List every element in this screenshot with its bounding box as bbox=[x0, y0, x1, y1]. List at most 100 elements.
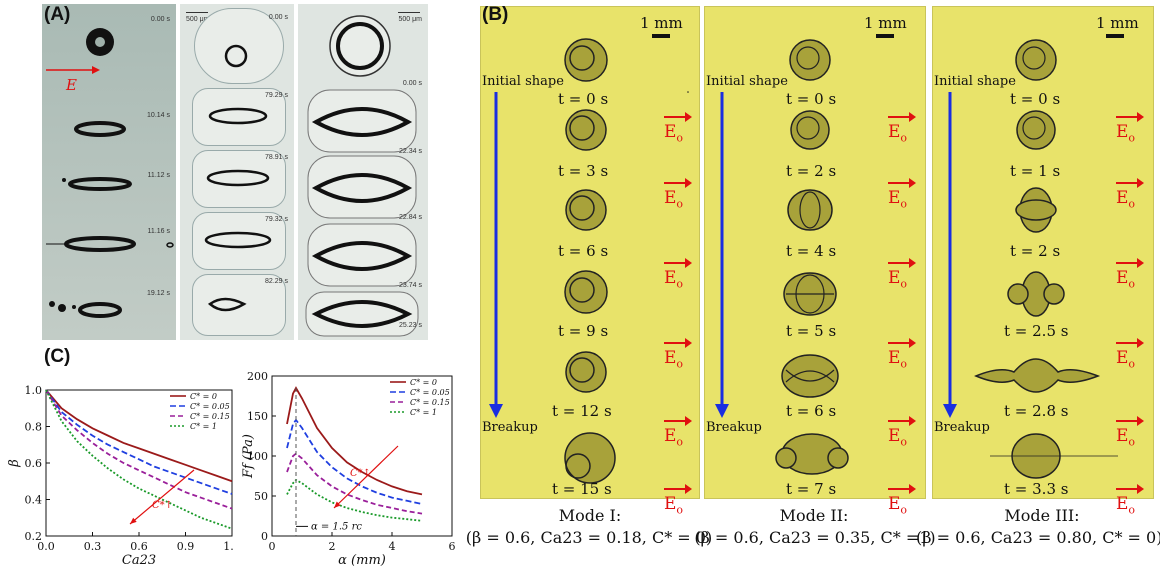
breakup-label: Breakup bbox=[934, 420, 990, 435]
field-label: E bbox=[664, 426, 677, 446]
annotation-label: C*↑ bbox=[350, 468, 371, 479]
annotation-arrow bbox=[129, 469, 195, 525]
mode-2-title: Mode II: bbox=[779, 506, 849, 525]
time-label: 0.00 s bbox=[402, 80, 422, 87]
time-label: 79.32 s bbox=[265, 216, 288, 223]
frame bbox=[192, 88, 286, 146]
field-label: E bbox=[888, 426, 901, 446]
series-line bbox=[45, 389, 233, 483]
legend-label: C* = 0.05 bbox=[190, 402, 230, 411]
mode-2-panel bbox=[704, 6, 926, 499]
scale-label: 1 mm bbox=[640, 14, 683, 32]
y-tick-label: 200 bbox=[247, 370, 268, 383]
field-arrow-eo: Eo bbox=[888, 416, 916, 448]
time-label: 82.29 s bbox=[265, 278, 288, 285]
field-label: E bbox=[1116, 122, 1129, 142]
field-label: E bbox=[664, 268, 677, 288]
initial-shape-label: Initial shape bbox=[482, 74, 564, 89]
field-label: E bbox=[664, 494, 677, 514]
x-tick-label: 2 bbox=[329, 540, 336, 553]
time-label: 22.34 s bbox=[399, 148, 422, 155]
time-label: 19.12 s bbox=[147, 290, 170, 297]
time-label: 22.84 s bbox=[399, 214, 422, 221]
mode-3-panel bbox=[932, 6, 1154, 499]
time-label: 78.91 s bbox=[265, 154, 288, 161]
drops-a1 bbox=[46, 28, 174, 318]
legend-label: C* = 0.15 bbox=[410, 398, 450, 407]
photo-a-column-1: 0.00 s 10.14 s 11.12 s 11.16 s 19.12 s E bbox=[42, 4, 176, 340]
field-arrow-eo: Eo bbox=[664, 178, 692, 210]
mode-2-params: (β = 0.6, Ca23 = 0.35, C* =1) bbox=[694, 528, 936, 547]
mode-1-title: Mode I: bbox=[558, 506, 622, 525]
field-arrow-eo: Eo bbox=[664, 338, 692, 370]
annotation-arrowhead bbox=[130, 517, 137, 524]
time-label: 10.14 s bbox=[147, 112, 170, 119]
scale-bar: 500 μm bbox=[186, 16, 210, 23]
y-tick-label: 0.4 bbox=[25, 494, 43, 507]
field-arrow-eo: Eo bbox=[1116, 416, 1144, 448]
mode-1-panel bbox=[480, 6, 700, 499]
time-label: t = 2 s bbox=[786, 162, 837, 180]
ff-vs-alpha-chart: 0 2 4 6 0 50 100 150 200 C* = 0C* = 0.05C* = 0.15… bbox=[242, 370, 456, 568]
field-label-e: E bbox=[66, 76, 77, 94]
y-tick-label: 0.2 bbox=[25, 530, 43, 543]
annotation-arrow bbox=[333, 445, 399, 509]
y-axis-label: β bbox=[7, 459, 22, 468]
panel-label-b: (B) bbox=[482, 4, 509, 25]
frame bbox=[192, 274, 286, 336]
mode-1-params: (β = 0.6, Ca23 = 0.18, C* = 0) bbox=[465, 528, 713, 547]
legend-label: C* = 1 bbox=[190, 422, 217, 431]
field-label: E bbox=[1116, 426, 1129, 446]
field-label: E bbox=[888, 268, 901, 288]
legend-label: C* = 0.05 bbox=[410, 388, 450, 397]
field-label: E bbox=[664, 188, 677, 208]
x-tick-label: 0 bbox=[269, 540, 276, 553]
field-arrow-eo: Eo bbox=[1116, 338, 1144, 370]
y-tick-label: 1.0 bbox=[25, 384, 43, 397]
time-label: t = 2.8 s bbox=[1004, 402, 1069, 420]
photo-a-column-3: 500 μm 0.00 s 22.34 s 22.84 s 23.74 s 25… bbox=[298, 4, 428, 340]
time-label: 11.16 s bbox=[147, 228, 170, 235]
time-label: 0.00 s bbox=[150, 16, 170, 23]
field-arrow-eo: Eo bbox=[888, 112, 916, 144]
legend-label: C* = 1 bbox=[410, 408, 437, 417]
drops-a2 bbox=[204, 44, 272, 312]
x-tick-label: 0.0 bbox=[37, 540, 55, 553]
time-label: 0.00 s bbox=[268, 14, 288, 21]
mode-3-title: Mode III: bbox=[1004, 506, 1080, 525]
x-axis-label: Ca23 bbox=[122, 553, 156, 568]
time-label: t = 15 s bbox=[552, 480, 612, 498]
field-label: E bbox=[1116, 494, 1129, 514]
scale-bar: 500 μm bbox=[398, 16, 423, 23]
field-arrow-eo: Eo bbox=[888, 258, 916, 290]
time-label: t = 7 s bbox=[786, 480, 837, 498]
time-label: t = 12 s bbox=[552, 402, 612, 420]
x-tick-label: 4 bbox=[389, 540, 396, 553]
annotation-label: C*↑ bbox=[152, 500, 173, 511]
photo-a-column-2: 500 μm 0.00 s 79.29 s 78.91 s 79.32 s 82… bbox=[180, 4, 294, 340]
field-label: E bbox=[664, 122, 677, 142]
y-tick-label: 150 bbox=[247, 410, 268, 423]
field-arrow-eo: Eo bbox=[1116, 258, 1144, 290]
time-label: t = 0 s bbox=[786, 90, 837, 108]
field-label: E bbox=[1116, 188, 1129, 208]
x-tick-label: 0.9 bbox=[177, 540, 195, 553]
x-tick-label: 1.2 bbox=[223, 540, 234, 553]
time-label: t = 2.5 s bbox=[1004, 322, 1069, 340]
y-tick-label: 0 bbox=[261, 530, 268, 543]
time-label: 79.29 s bbox=[265, 92, 288, 99]
field-arrow-eo: Eo bbox=[888, 484, 916, 516]
time-label: t = 6 s bbox=[558, 242, 609, 260]
legend-label: C* = 0.15 bbox=[190, 412, 230, 421]
series-line bbox=[45, 389, 233, 530]
field-label: E bbox=[1116, 348, 1129, 368]
y-tick-label: 100 bbox=[247, 450, 268, 463]
series-line bbox=[286, 418, 423, 505]
scale-label: 1 mm bbox=[864, 14, 907, 32]
time-label: t = 0 s bbox=[1010, 90, 1061, 108]
drops-a3 bbox=[305, 15, 419, 337]
x-tick-label: 6 bbox=[449, 540, 456, 553]
legend-label: C* = 0 bbox=[410, 378, 437, 387]
field-label: E bbox=[1116, 268, 1129, 288]
